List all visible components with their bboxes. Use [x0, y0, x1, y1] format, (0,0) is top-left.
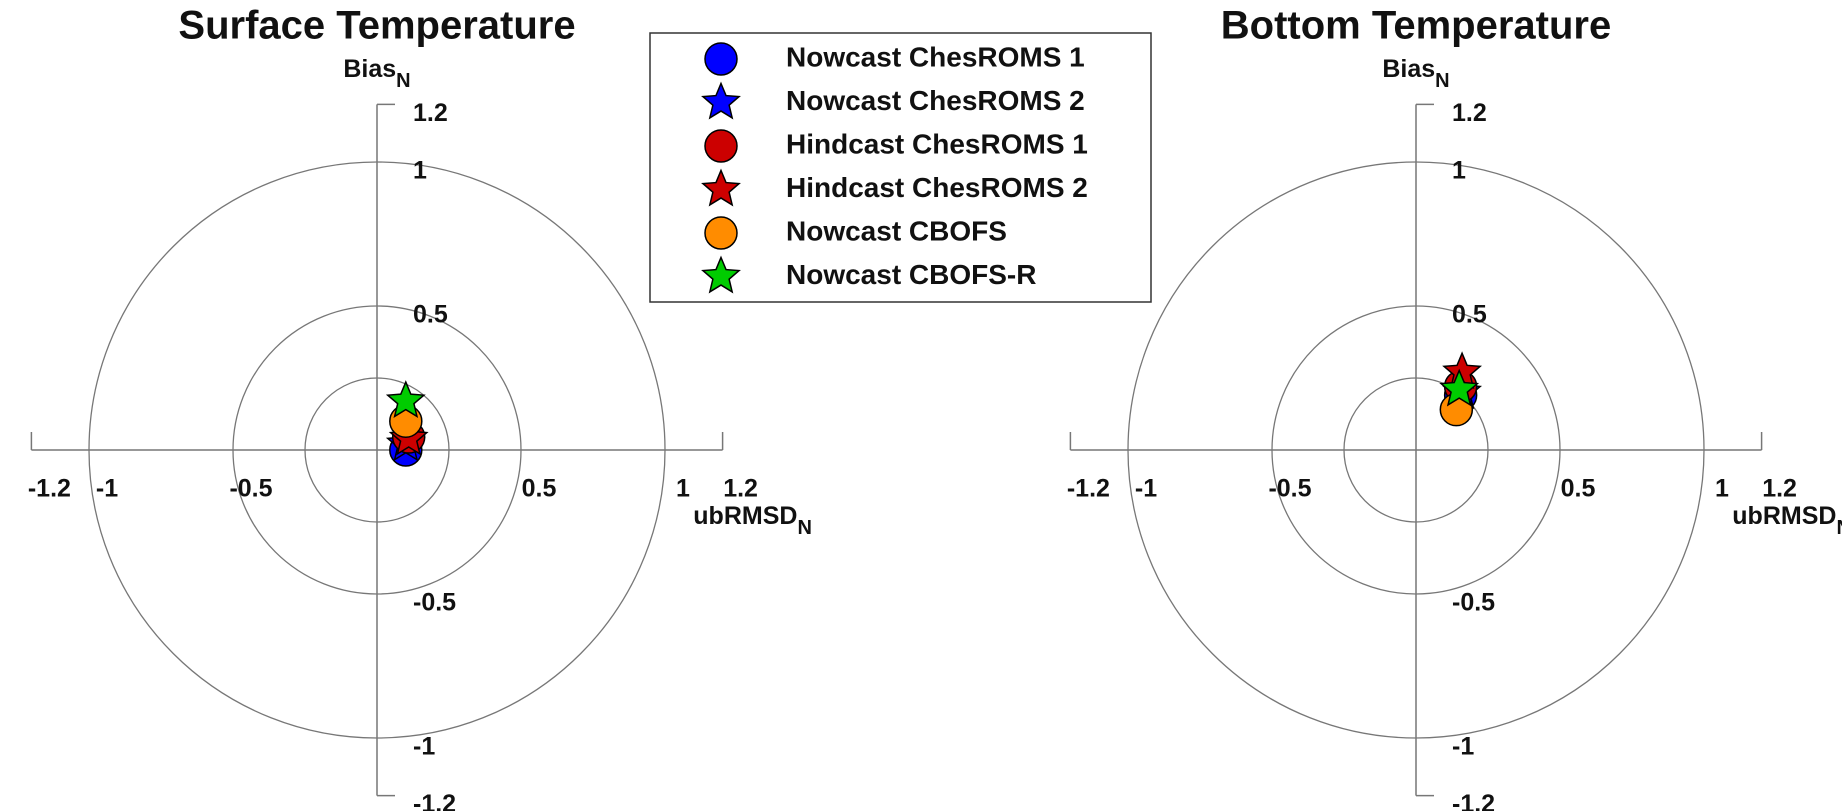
x-axis-label-text: ubRMSD	[1732, 502, 1836, 530]
y-axis-label-sub: N	[396, 70, 410, 92]
y-tick-label: 1	[413, 157, 427, 185]
y-tick-label: 0.5	[413, 301, 448, 329]
legend-marker	[701, 168, 741, 207]
y-axis-label-sub: N	[1435, 70, 1449, 92]
legend-label: Nowcast ChesROMS 2	[786, 85, 1085, 116]
y-tick-label: -1.2	[1452, 790, 1495, 811]
legend-box	[649, 32, 1152, 303]
y-tick-label: 1.2	[413, 99, 448, 127]
chart-title: Bottom Temperature	[1221, 4, 1611, 48]
legend-marker	[701, 255, 741, 294]
legend-label: Hindcast ChesROMS 1	[786, 128, 1088, 159]
x-axis-label-text: ubRMSD	[693, 502, 797, 530]
x-axis-label: ubRMSDN	[693, 502, 812, 540]
y-axis-label: BiasN	[1382, 55, 1449, 93]
legend-marker	[701, 81, 741, 120]
y-tick-label: -1.2	[413, 790, 456, 811]
x-tick-label: 0.5	[522, 475, 557, 503]
y-axis-label: BiasN	[343, 55, 410, 93]
legend-marker	[704, 216, 738, 250]
star-marker	[385, 380, 426, 418]
x-tick-label: 1.2	[723, 475, 758, 503]
y-axis-label-text: Bias	[1382, 55, 1435, 83]
y-tick-label: 1.2	[1452, 99, 1487, 127]
y-axis-label-text: Bias	[343, 55, 396, 83]
y-tick-label: -0.5	[413, 589, 456, 617]
y-tick-label: 0.5	[1452, 301, 1487, 329]
x-tick-label: 0.5	[1561, 475, 1596, 503]
x-tick-label: 1.2	[1762, 475, 1797, 503]
legend-label: Hindcast ChesROMS 2	[786, 172, 1088, 203]
chart-title: Surface Temperature	[178, 4, 575, 48]
legend-label: Nowcast ChesROMS 1	[786, 41, 1085, 72]
x-tick-label: -0.5	[229, 475, 272, 503]
x-tick-label: -1	[1135, 475, 1157, 503]
x-tick-label: -1.2	[28, 475, 71, 503]
x-tick-label: 1	[676, 475, 690, 503]
x-tick-label: -0.5	[1268, 475, 1311, 503]
x-axis-label-sub: N	[1836, 517, 1842, 539]
legend-marker	[704, 129, 738, 163]
y-tick-label: 1	[1452, 157, 1466, 185]
legend-label: Nowcast CBOFS	[786, 215, 1007, 246]
y-tick-label: -1	[413, 733, 435, 761]
x-axis-label: ubRMSDN	[1732, 502, 1842, 540]
x-tick-label: -1	[96, 475, 118, 503]
legend-label: Nowcast CBOFS-R	[786, 259, 1036, 290]
x-tick-label: -1.2	[1067, 475, 1110, 503]
legend-marker	[704, 42, 738, 76]
x-axis-label-sub: N	[797, 517, 811, 539]
x-tick-label: 1	[1715, 475, 1729, 503]
y-tick-label: -1	[1452, 733, 1474, 761]
y-tick-label: -0.5	[1452, 589, 1495, 617]
star-marker	[1439, 368, 1480, 407]
